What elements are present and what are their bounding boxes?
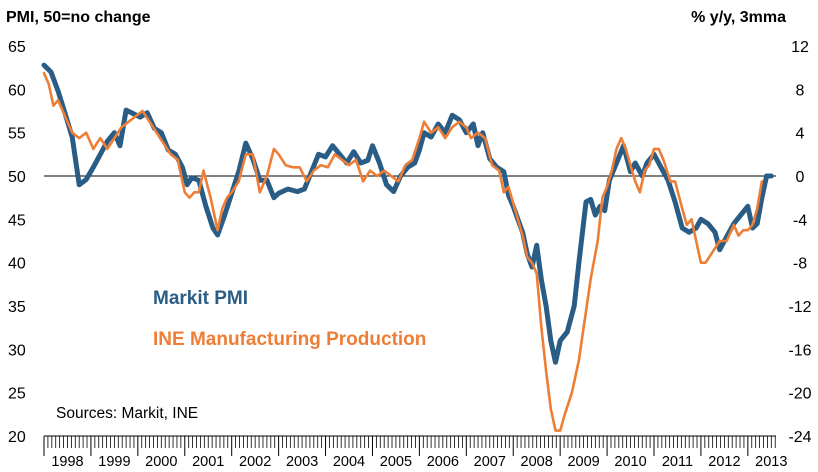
right-tick-label: -4	[793, 212, 807, 229]
right-tick-label: -8	[793, 256, 807, 273]
right-tick-label: 4	[796, 126, 805, 143]
right-tick-label: -24	[788, 429, 811, 446]
x-tick-label: 2009	[567, 454, 599, 470]
left-tick-label: 25	[8, 386, 26, 403]
x-tick-label: 1998	[51, 454, 83, 470]
x-tick-label: 2013	[755, 454, 787, 470]
series-layer	[41, 62, 774, 432]
x-axis: 1998 1999 2000 2001 2002 2003 2004 2005 2006 2007…	[43, 435, 787, 470]
left-axis-ticks: 65 60 55 50 45 40 35 30 25 20	[8, 39, 26, 446]
x-tick-label: 2008	[521, 454, 553, 470]
x-tick-label: 2000	[145, 454, 177, 470]
left-tick-label: 45	[8, 212, 26, 229]
x-tick-label: 2004	[333, 454, 365, 470]
left-tick-label: 20	[8, 429, 26, 446]
left-tick-label: 55	[8, 126, 26, 143]
legend-markit-pmi: Markit PMI	[153, 288, 248, 309]
left-tick-label: 60	[8, 82, 26, 99]
source-note: Sources: Markit, INE	[56, 405, 198, 422]
left-tick-label: 65	[8, 39, 26, 56]
right-axis-ticks: 12 8 4 0 -4 -8 -12 -16 -20 -24	[788, 39, 811, 446]
right-tick-label: -12	[788, 299, 811, 316]
right-axis-title: % y/y, 3mma	[691, 9, 786, 26]
left-axis-title: PMI, 50=no change	[6, 9, 151, 26]
x-tick-label: 2001	[192, 454, 224, 470]
right-tick-label: 8	[796, 82, 805, 99]
series-line-ine-manufacturing-production	[42, 71, 764, 432]
left-tick-label: 50	[8, 169, 26, 186]
x-tick-label: 2003	[286, 454, 318, 470]
x-tick-label: 2007	[474, 454, 506, 470]
right-tick-label: 12	[791, 39, 809, 56]
x-tick-label: 2012	[708, 454, 740, 470]
series-line-markit-pmi	[41, 62, 774, 365]
right-tick-label: -16	[788, 342, 811, 359]
right-tick-label: 0	[796, 169, 805, 186]
right-tick-label: -20	[788, 386, 811, 403]
x-tick-label: 1999	[98, 454, 130, 470]
x-tick-label: 2010	[614, 454, 646, 470]
x-tick-label: 2006	[427, 454, 459, 470]
left-tick-label: 30	[8, 342, 26, 359]
left-tick-label: 40	[8, 256, 26, 273]
x-tick-label: 2005	[380, 454, 412, 470]
x-tick-label: 2011	[662, 454, 693, 470]
legend-ine-manufacturing-production: INE Manufacturing Production	[153, 329, 426, 350]
left-tick-label: 35	[8, 299, 26, 316]
x-tick-label: 2002	[239, 454, 271, 470]
